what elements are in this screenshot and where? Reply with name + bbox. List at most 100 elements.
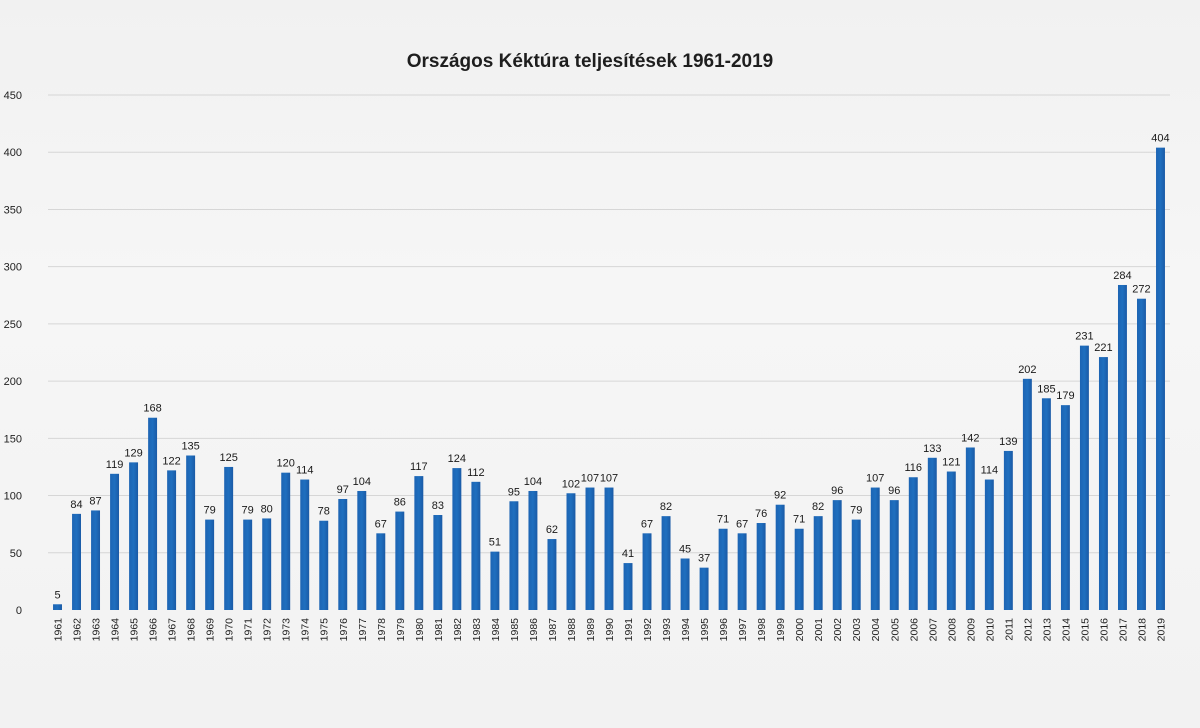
bar [224, 466, 234, 610]
x-tick-label: 1974 [300, 618, 312, 642]
x-tick-label: 1992 [642, 618, 654, 642]
data-label: 86 [394, 497, 406, 509]
bar [186, 455, 196, 610]
bar [414, 476, 424, 610]
data-label: 79 [204, 505, 216, 517]
data-label: 104 [353, 476, 371, 488]
data-label: 185 [1037, 383, 1055, 395]
x-axis-ticks: 1961 1962 1963 1964 1965 1966 1967 1968 1969 1970… [53, 618, 1168, 642]
bar [205, 519, 215, 610]
y-tick-label: 350 [4, 204, 22, 216]
data-label: 71 [793, 514, 805, 526]
x-tick-label: 1972 [262, 618, 274, 642]
y-tick-label: 200 [4, 376, 22, 388]
bar [1041, 398, 1051, 610]
y-tick-label: 400 [4, 147, 22, 159]
bar [129, 462, 139, 610]
y-tick-label: 450 [4, 90, 22, 102]
data-label: 168 [143, 403, 161, 415]
bar [490, 551, 500, 610]
x-tick-label: 1964 [110, 618, 122, 642]
bar [1079, 345, 1089, 610]
x-tick-label: 1969 [205, 618, 217, 642]
bar [927, 457, 937, 610]
bar [946, 471, 956, 610]
x-tick-label: 1981 [433, 618, 445, 642]
bar [585, 487, 595, 610]
data-label: 97 [337, 484, 349, 496]
bar [699, 567, 709, 610]
x-tick-label: 1985 [509, 618, 521, 642]
data-label: 96 [831, 485, 843, 497]
x-tick-label: 1982 [452, 618, 464, 642]
x-tick-label: 2015 [1079, 618, 1091, 642]
data-label: 76 [755, 508, 767, 520]
y-axis-ticks: 0 50 100 150 200 250 300 350 400 450 [4, 90, 22, 617]
data-label: 107 [600, 473, 618, 485]
x-tick-label: 1991 [623, 618, 635, 642]
bar [908, 477, 918, 610]
bar [718, 528, 728, 610]
bar [91, 510, 101, 610]
x-tick-label: 2018 [1136, 618, 1148, 642]
data-label: 284 [1113, 270, 1131, 282]
bar [395, 511, 405, 610]
bar [1022, 378, 1032, 610]
bar [509, 501, 519, 610]
x-tick-label: 2003 [851, 618, 863, 642]
bar [984, 479, 994, 610]
data-label: 116 [904, 462, 922, 474]
x-tick-label: 1989 [585, 618, 597, 642]
data-label: 82 [812, 501, 824, 513]
x-tick-label: 2017 [1117, 618, 1129, 642]
data-label: 114 [296, 465, 314, 477]
data-label: 62 [546, 524, 558, 536]
data-label: 122 [162, 455, 180, 467]
x-tick-label: 1962 [72, 618, 84, 642]
bar [262, 518, 272, 610]
x-tick-label: 2008 [946, 618, 958, 642]
bar [110, 473, 120, 610]
bar [623, 563, 633, 610]
bar [965, 447, 975, 610]
bar [547, 539, 557, 610]
y-tick-label: 50 [10, 548, 22, 560]
bar [319, 520, 329, 610]
bar [1003, 450, 1013, 610]
bar [832, 500, 842, 610]
x-tick-label: 1988 [566, 618, 578, 642]
bar [1098, 357, 1108, 610]
data-label: 107 [581, 473, 599, 485]
bar [433, 515, 443, 610]
data-label: 129 [124, 447, 142, 459]
data-label: 95 [508, 486, 520, 498]
bar [794, 528, 804, 610]
x-tick-label: 2002 [832, 618, 844, 642]
bar [737, 533, 747, 610]
data-label: 142 [961, 432, 979, 444]
bar [452, 468, 462, 610]
bar [566, 493, 576, 610]
data-label: 221 [1094, 342, 1112, 354]
x-tick-label: 2012 [1022, 618, 1034, 642]
data-label: 125 [219, 452, 237, 464]
x-tick-label: 2014 [1060, 618, 1072, 642]
data-label: 79 [242, 505, 254, 517]
bar [1156, 147, 1165, 610]
data-label: 102 [562, 478, 580, 490]
x-tick-label: 1976 [338, 618, 350, 642]
data-label: 83 [432, 500, 444, 512]
bar [376, 533, 386, 610]
bar [813, 516, 823, 610]
data-label: 78 [318, 506, 330, 518]
x-tick-label: 1977 [357, 618, 369, 642]
data-label: 114 [981, 465, 999, 477]
bar [680, 558, 690, 610]
x-tick-label: 1983 [471, 618, 483, 642]
bar [1060, 405, 1070, 610]
x-tick-label: 2010 [984, 618, 996, 642]
x-tick-label: 1973 [281, 618, 293, 642]
data-label: 67 [375, 518, 387, 530]
x-tick-label: 2019 [1155, 618, 1167, 642]
